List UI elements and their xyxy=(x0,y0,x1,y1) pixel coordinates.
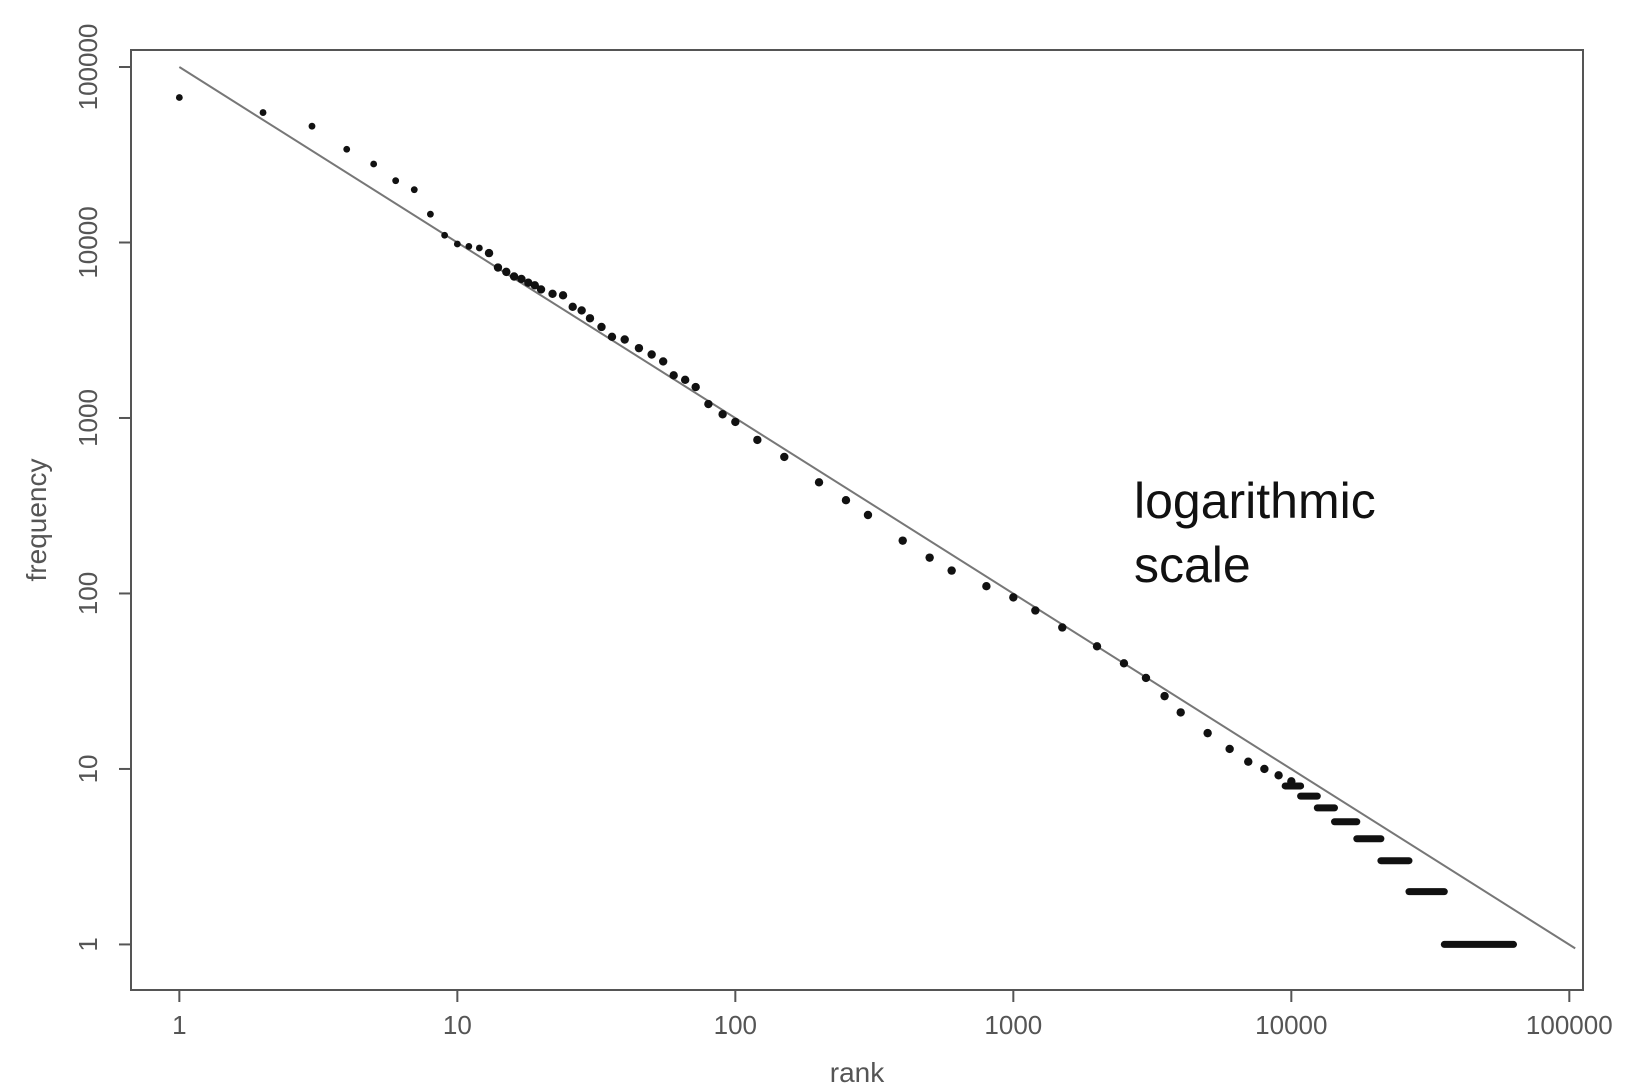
y-axis-ticks: 1 10 100 1000 10000 100000 xyxy=(73,24,131,952)
data-point xyxy=(370,160,378,168)
data-point xyxy=(524,278,533,287)
annotation-line-2: scale xyxy=(1134,537,1251,593)
data-point xyxy=(1092,642,1102,651)
data-point xyxy=(982,582,991,591)
data-point xyxy=(259,109,267,116)
data-point xyxy=(536,285,546,294)
data-point xyxy=(1244,757,1253,766)
data-point xyxy=(704,399,713,409)
y-axis-title: frequency xyxy=(21,459,52,582)
data-point xyxy=(680,375,690,385)
x-axis-title: rank xyxy=(830,1057,885,1088)
data-point xyxy=(548,289,557,299)
data-point xyxy=(577,306,586,315)
data-point xyxy=(620,335,629,344)
data-point xyxy=(453,240,461,248)
data-point xyxy=(475,244,483,252)
y-tick-label: 100 xyxy=(73,572,103,615)
step-bands-layer xyxy=(1281,782,1518,948)
data-point xyxy=(841,495,851,505)
data-point xyxy=(1176,708,1185,717)
x-tick-label: 100000 xyxy=(1526,1010,1613,1040)
data-point xyxy=(1160,691,1169,701)
data-point xyxy=(484,248,494,258)
data-point xyxy=(175,94,183,101)
x-tick-label: 1 xyxy=(172,1010,186,1040)
data-point xyxy=(1260,764,1269,774)
data-point xyxy=(607,332,617,342)
data-point xyxy=(530,281,540,290)
x-tick-label: 10000 xyxy=(1255,1010,1327,1040)
data-point xyxy=(343,145,351,153)
data-point xyxy=(634,343,644,353)
data-point xyxy=(509,272,519,281)
data-point xyxy=(1203,728,1212,738)
data-point xyxy=(1141,673,1151,683)
data-point xyxy=(898,536,907,545)
data-point xyxy=(647,350,656,359)
data-point xyxy=(465,243,473,250)
data-point xyxy=(427,210,434,218)
reference-line xyxy=(178,66,1576,950)
data-point xyxy=(502,267,511,277)
data-point xyxy=(568,302,577,312)
data-point xyxy=(1225,744,1234,754)
data-point xyxy=(441,231,449,239)
y-tick-label: 100000 xyxy=(73,24,103,111)
data-point xyxy=(780,452,789,462)
y-tick-label: 1 xyxy=(73,937,103,951)
data-point xyxy=(718,410,727,419)
data-point xyxy=(814,478,824,487)
data-point xyxy=(1031,606,1040,615)
data-point xyxy=(669,371,678,380)
data-point xyxy=(658,357,668,366)
annotation-line-1: logarithmic xyxy=(1134,473,1376,529)
data-point xyxy=(753,435,762,445)
x-tick-label: 1000 xyxy=(984,1010,1042,1040)
data-point xyxy=(1119,659,1129,668)
data-point xyxy=(925,553,934,562)
x-tick-label: 10 xyxy=(443,1010,472,1040)
y-tick-label: 10000 xyxy=(73,206,103,278)
data-point xyxy=(1009,593,1018,602)
data-point xyxy=(1058,623,1067,632)
data-point xyxy=(308,122,316,130)
data-point xyxy=(1274,771,1283,780)
x-axis-ticks: 1 10 100 1000 10000 100000 xyxy=(172,989,1613,1040)
x-tick-label: 100 xyxy=(714,1010,757,1040)
y-tick-label: 10 xyxy=(73,754,103,783)
data-point xyxy=(947,566,956,575)
data-point xyxy=(691,382,700,392)
data-point xyxy=(585,314,595,323)
data-point xyxy=(863,510,873,520)
data-point xyxy=(731,417,740,427)
data-point xyxy=(597,322,606,332)
data-points-layer xyxy=(175,94,1296,786)
data-point xyxy=(392,177,400,185)
data-point xyxy=(493,263,503,272)
data-point xyxy=(558,291,568,300)
y-tick-label: 1000 xyxy=(73,389,103,447)
data-point xyxy=(410,186,418,194)
reference-line-layer xyxy=(178,66,1576,950)
data-point xyxy=(517,274,526,284)
